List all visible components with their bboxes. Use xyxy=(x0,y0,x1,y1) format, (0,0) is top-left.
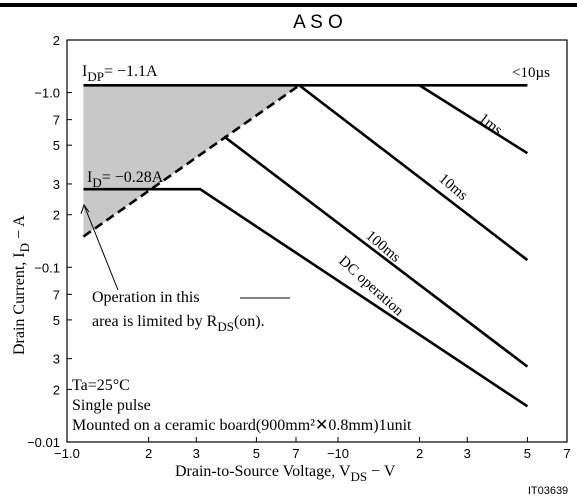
x-axis-label: Drain-to-Source Voltage, VDS − V xyxy=(175,463,396,484)
y-axis-label-rest: − A xyxy=(11,215,28,243)
y-axis-label: Drain Current, ID − A xyxy=(11,215,32,355)
x-axis-label-main: Drain-to-Source Voltage, V xyxy=(175,463,351,480)
y-tick-label: 3 xyxy=(53,177,60,192)
x-tick-label: 5 xyxy=(524,446,531,461)
x-axis-label-sub: DS xyxy=(351,469,368,484)
figure-id: IT03639 xyxy=(528,485,568,497)
y-tick-label: 2 xyxy=(53,33,60,48)
limit-note-rest: (on). xyxy=(234,313,265,330)
condition: Ta=25°C xyxy=(72,377,130,394)
id-label-rest: = −0.28A xyxy=(102,169,164,186)
chart-title: A S O xyxy=(293,12,343,33)
y-axis-label-sub: D xyxy=(17,243,32,252)
idp-label-main: I xyxy=(82,63,87,80)
y-tick-label: 7 xyxy=(53,287,60,302)
series-label: 1ms xyxy=(476,111,506,139)
x-tick-label: −1.0 xyxy=(54,446,80,461)
series-label: 10ms xyxy=(435,171,470,204)
y-tick-label: 3 xyxy=(53,352,60,367)
idp-label-sub: DP xyxy=(87,69,104,84)
x-tick-label: 3 xyxy=(464,446,471,461)
x-axis-label-rest: − V xyxy=(367,463,396,480)
id-label-sub: D xyxy=(92,175,101,190)
y-tick-label: 5 xyxy=(53,138,60,153)
plot-frame xyxy=(66,39,568,443)
series-line xyxy=(298,84,529,262)
limited-area xyxy=(83,85,300,237)
y-tick-label: 2 xyxy=(53,208,60,223)
idp-label-rest: = −1.1A xyxy=(104,63,158,80)
limit-note: area is limited by RDS(on). xyxy=(92,313,265,334)
series-line xyxy=(223,135,529,368)
y-tick-label: 7 xyxy=(53,113,60,128)
y-tick-label: −0.01 xyxy=(27,435,60,450)
series-line xyxy=(83,187,529,408)
limit-note: Operation in this xyxy=(92,289,200,306)
y-tick-label: −1.0 xyxy=(34,86,60,101)
series-line xyxy=(418,84,529,155)
x-tick-label: −10 xyxy=(327,446,349,461)
y-tick-label: 5 xyxy=(53,313,60,328)
series-label: <10µs xyxy=(512,65,550,81)
note-arrow xyxy=(83,204,119,291)
y-axis-label-main: Drain Current, I xyxy=(11,252,28,355)
x-tick-label: 2 xyxy=(145,446,152,461)
limit-note-main: area is limited by R xyxy=(92,313,218,330)
series-line xyxy=(82,84,301,238)
x-tick-label: 2 xyxy=(416,446,423,461)
x-tick-label: 5 xyxy=(253,446,260,461)
x-tick-label: 3 xyxy=(193,446,200,461)
x-tick-label: 7 xyxy=(292,446,299,461)
limit-note-sub: DS xyxy=(217,319,234,334)
idp-label: IDP= −1.1A xyxy=(82,63,158,84)
y-tick-label: 2 xyxy=(53,382,60,397)
id-label-main: I xyxy=(87,169,92,186)
y-tick-label: −0.1 xyxy=(34,260,60,275)
condition: Mounted on a ceramic board(900mm²✕0.8mm)… xyxy=(72,417,412,434)
id-label: ID= −0.28A xyxy=(87,169,164,190)
condition: Single pulse xyxy=(72,397,151,414)
note-arrowhead xyxy=(80,203,90,215)
x-tick-label: 7 xyxy=(563,446,570,461)
